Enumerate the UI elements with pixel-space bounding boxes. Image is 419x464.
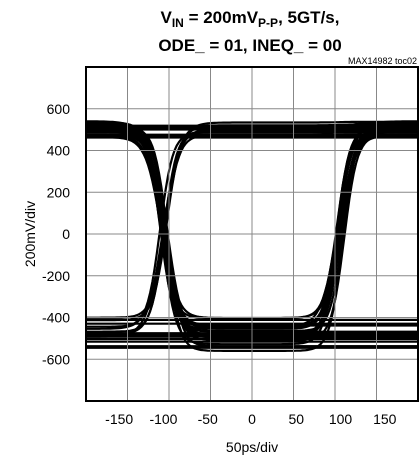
chart-title-line1: VIN = 200mVP-P, 5GT/s, <box>161 8 340 30</box>
y-tick-label: -200 <box>42 268 70 284</box>
chart-title-line2: ODE_ = 01, INEQ_ = 00 <box>158 36 341 55</box>
y-tick-label: 400 <box>47 143 71 159</box>
x-tick-label: 150 <box>373 411 397 427</box>
y-tick-label: 0 <box>62 226 70 242</box>
x-tick-label: -50 <box>198 411 218 427</box>
title-eq: = 200mV <box>184 8 259 27</box>
y-tick-label: -400 <box>42 310 70 326</box>
x-tick-label: 0 <box>248 411 256 427</box>
y-axis-label: 200mV/div <box>22 201 38 267</box>
chart-annotation: MAX14982 toc02 <box>348 56 417 66</box>
title-sub-in: IN <box>172 16 184 30</box>
y-tick-label: 200 <box>47 184 71 200</box>
y-tick-label: 600 <box>47 101 71 117</box>
x-tick-label: -100 <box>149 411 177 427</box>
x-tick-label: -150 <box>105 411 133 427</box>
x-axis-label: 50ps/div <box>226 439 278 455</box>
x-tick-label: 100 <box>329 411 353 427</box>
y-tick-labels: 600 400 200 0 -200 -400 -600 <box>42 101 70 368</box>
y-tick-label: -600 <box>42 351 70 367</box>
plot-frame <box>85 66 419 402</box>
title-v: V <box>161 8 173 27</box>
x-tick-labels: -150 -100 -50 0 50 100 150 <box>105 411 397 427</box>
grid-lines <box>86 67 418 401</box>
title-rate: , 5GT/s, <box>278 8 339 27</box>
x-tick-label: 50 <box>288 411 304 427</box>
title-sub-pp: P-P <box>258 16 278 30</box>
